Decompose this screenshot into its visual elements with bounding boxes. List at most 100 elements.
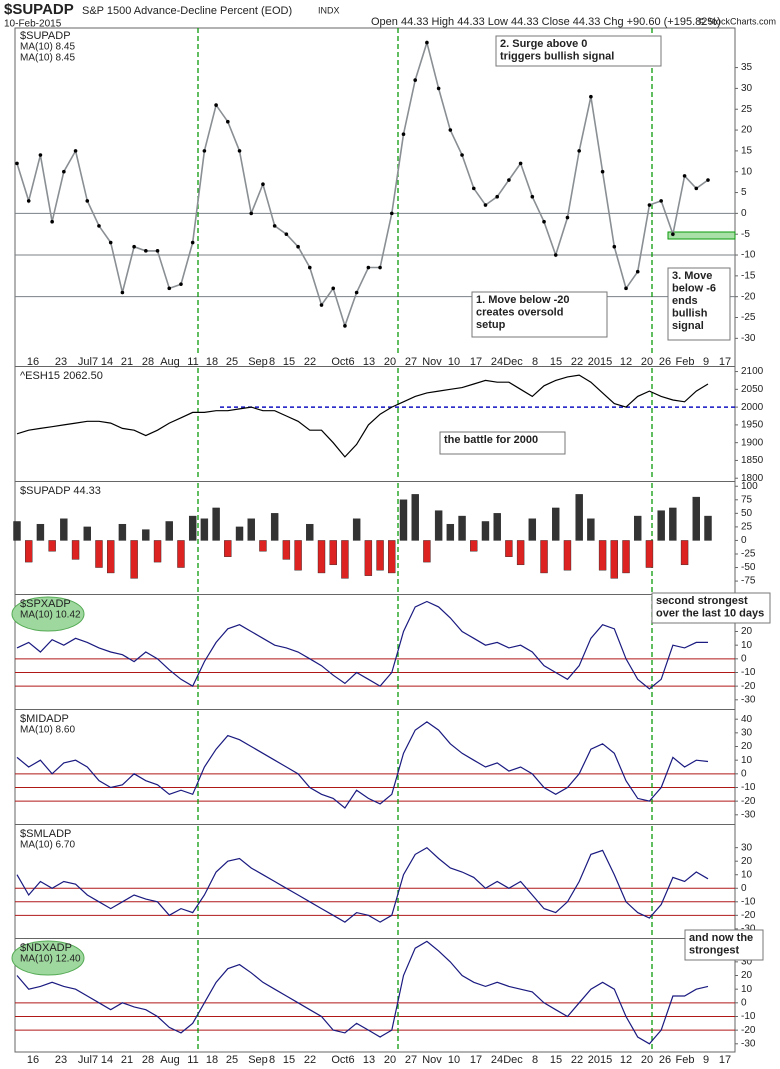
y-tick-label: -20 <box>741 291 756 302</box>
line <box>16 721 709 809</box>
point <box>600 169 605 174</box>
annotation: 2. Surge above 0 <box>500 38 587 50</box>
point <box>378 265 382 270</box>
bar <box>259 540 267 552</box>
point <box>73 149 78 153</box>
x-tick-label: 2015 <box>588 1054 612 1066</box>
x-tick-label: 14 <box>101 1054 113 1066</box>
legend-entry: $SPXADP <box>20 598 71 610</box>
annotation: over the last 10 days <box>656 607 764 619</box>
annotation: triggers bullish signal <box>500 50 614 62</box>
x-tick-label: Oct6 <box>331 356 354 368</box>
x-tick-label: 9 <box>703 356 709 368</box>
y-tick-label: -25 <box>741 549 756 560</box>
point <box>272 224 277 228</box>
x-tick-label: 28 <box>142 1054 154 1066</box>
point <box>331 286 336 291</box>
x-tick-label: 22 <box>571 1054 583 1066</box>
y-tick-label: 5 <box>741 187 747 198</box>
x-tick-label: 17 <box>719 1054 731 1066</box>
x-tick-label: 18 <box>206 1054 218 1066</box>
annotation: setup <box>476 319 506 331</box>
point <box>108 240 113 245</box>
bar <box>270 513 279 541</box>
x-tick-label: Feb <box>676 356 695 368</box>
bar <box>692 496 700 541</box>
bar <box>657 510 665 541</box>
x-tick-label: 20 <box>641 356 653 368</box>
bar <box>552 507 560 541</box>
y-tick-label: -20 <box>741 796 756 807</box>
y-tick-label: 2050 <box>741 384 764 395</box>
point <box>202 149 207 153</box>
bar <box>294 540 302 571</box>
point <box>62 169 66 174</box>
legend-entry: $SMLADP <box>20 828 71 840</box>
legend-entry: $SUPADP <box>20 30 71 42</box>
annotation: 1. Move below -20 <box>476 294 570 306</box>
y-tick-label: 0 <box>741 768 747 779</box>
annotation: creates oversold <box>476 306 563 318</box>
x-tick-label: Jul7 <box>78 356 98 368</box>
x-tick-label: 13 <box>363 356 375 368</box>
x-tick-label: 18 <box>206 356 218 368</box>
line <box>16 39 709 329</box>
chart-subtitle: S&P 1500 Advance-Decline Percent (EOD) <box>82 5 292 17</box>
x-tick-label: 22 <box>304 1054 316 1066</box>
legend-entry: MA(10) 6.70 <box>20 840 75 851</box>
x-tick-label: Feb <box>676 1054 695 1066</box>
point <box>448 128 453 132</box>
annotation-box <box>667 267 731 341</box>
point <box>530 194 535 199</box>
x-tick-label: 13 <box>363 1054 375 1066</box>
y-tick-label: 1950 <box>741 420 764 431</box>
x-tick-label: Aug <box>160 1054 180 1066</box>
bar <box>434 510 443 541</box>
bar <box>25 540 33 563</box>
bar <box>224 540 232 557</box>
bar <box>458 515 466 541</box>
legend-entry: ^ESH15 2062.50 <box>20 370 103 382</box>
y-tick-label: -10 <box>741 250 756 261</box>
annotation: and now the <box>689 932 753 944</box>
bar <box>317 540 326 574</box>
x-tick-label: 8 <box>532 1054 538 1066</box>
x-tick-label: 27 <box>405 356 417 368</box>
y-tick-label: -10 <box>741 782 756 793</box>
bar <box>610 540 619 579</box>
y-tick-label: 10 <box>741 166 753 177</box>
point <box>647 203 652 207</box>
y-tick-label: -30 <box>741 924 756 935</box>
point <box>694 186 699 191</box>
point <box>15 161 19 166</box>
x-tick-label: 20 <box>384 1054 396 1066</box>
x-tick-label: 10 <box>448 1054 460 1066</box>
line <box>16 600 708 690</box>
point <box>425 40 429 45</box>
y-tick-label: 20 <box>741 125 753 136</box>
y-tick-label: 0 <box>741 653 747 664</box>
x-tick-label: Aug <box>160 356 180 368</box>
line <box>16 846 709 923</box>
line <box>16 940 709 1045</box>
x-tick-label: 9 <box>703 1054 709 1066</box>
point <box>565 215 570 220</box>
x-tick-label: 15 <box>550 356 562 368</box>
x-tick-label: 14 <box>101 356 113 368</box>
point <box>237 149 242 153</box>
y-tick-label: 20 <box>741 741 753 752</box>
x-tick-label: Dec <box>503 356 523 368</box>
y-tick-label: -5 <box>741 229 750 240</box>
bar <box>481 521 490 541</box>
y-tick-label: 20 <box>741 970 753 981</box>
bar <box>528 518 537 541</box>
x-tick-label: 8 <box>532 356 538 368</box>
point <box>401 132 406 137</box>
point <box>144 249 148 253</box>
y-tick-label: 75 <box>741 494 753 505</box>
y-tick-label: -25 <box>741 312 756 323</box>
bar <box>622 540 630 574</box>
chart-title: $SUPADP <box>4 1 74 18</box>
x-tick-label: 16 <box>27 356 39 368</box>
